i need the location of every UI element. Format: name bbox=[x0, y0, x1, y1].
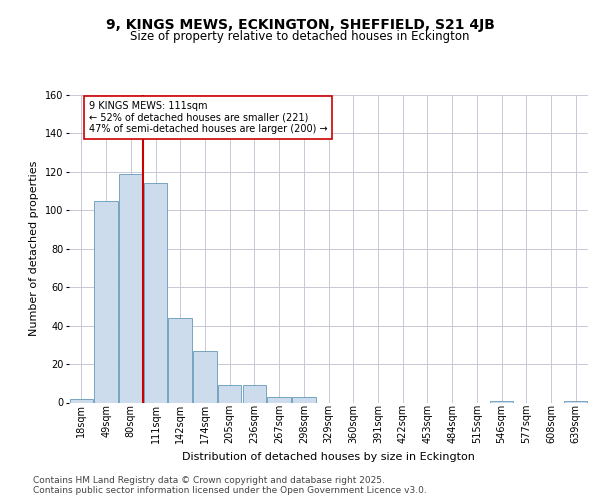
Bar bbox=[292, 396, 316, 402]
Bar bbox=[144, 184, 167, 402]
Bar bbox=[193, 350, 217, 403]
Bar bbox=[490, 400, 513, 402]
Bar bbox=[70, 398, 93, 402]
Bar bbox=[169, 318, 192, 402]
Text: Contains HM Land Registry data © Crown copyright and database right 2025.
Contai: Contains HM Land Registry data © Crown c… bbox=[33, 476, 427, 495]
X-axis label: Distribution of detached houses by size in Eckington: Distribution of detached houses by size … bbox=[182, 452, 475, 462]
Text: 9 KINGS MEWS: 111sqm
← 52% of detached houses are smaller (221)
47% of semi-deta: 9 KINGS MEWS: 111sqm ← 52% of detached h… bbox=[89, 101, 328, 134]
Bar bbox=[218, 385, 241, 402]
Bar bbox=[94, 200, 118, 402]
Text: Size of property relative to detached houses in Eckington: Size of property relative to detached ho… bbox=[130, 30, 470, 43]
Y-axis label: Number of detached properties: Number of detached properties bbox=[29, 161, 40, 336]
Bar bbox=[242, 385, 266, 402]
Bar bbox=[268, 396, 291, 402]
Bar bbox=[119, 174, 143, 402]
Bar bbox=[564, 400, 587, 402]
Text: 9, KINGS MEWS, ECKINGTON, SHEFFIELD, S21 4JB: 9, KINGS MEWS, ECKINGTON, SHEFFIELD, S21… bbox=[106, 18, 494, 32]
